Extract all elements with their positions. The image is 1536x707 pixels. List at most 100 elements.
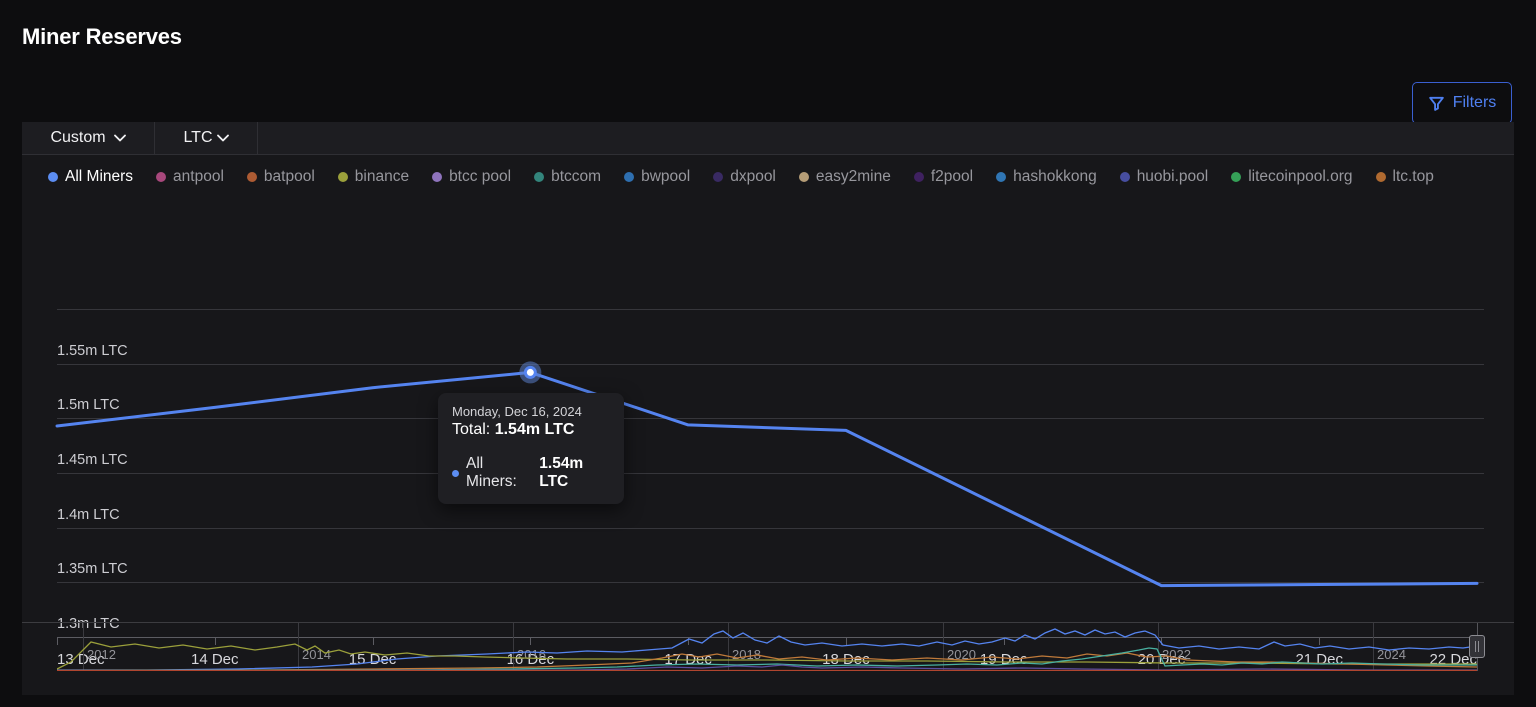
legend-item-bwpool[interactable]: bwpool — [624, 168, 690, 186]
legend-color-dot — [913, 171, 924, 182]
navigator-year-gridline — [83, 623, 84, 671]
y-gridline — [57, 309, 1484, 310]
y-axis-label: 1.45m LTC — [57, 452, 128, 468]
legend-color-dot — [48, 171, 58, 182]
navigator-year-label: 2024 — [1377, 647, 1406, 662]
legend-color-dot — [1231, 171, 1242, 182]
x-axis-tick — [57, 637, 58, 645]
legend-item-label: hashokkong — [1013, 167, 1097, 185]
legend-item-dxpool[interactable]: dxpool — [713, 168, 776, 186]
y-gridline — [57, 363, 1484, 365]
asset-value: LTC — [183, 129, 213, 146]
legend-item-label: btccom — [551, 167, 602, 185]
legend-item-btccom[interactable]: btccom — [534, 168, 601, 186]
tooltip-series-label: All Miners: — [466, 455, 517, 490]
x-axis-tick — [1003, 637, 1005, 645]
legend-item-antpool[interactable]: antpool — [156, 168, 224, 186]
miner-reserves-line-series — [55, 361, 1479, 588]
navigator-year-label: 2012 — [87, 647, 116, 662]
legend-item-label: f2pool — [930, 167, 974, 185]
main-chart[interactable]: Monday, Dec 16, 2024 Total: 1.54m LTC Al… — [22, 198, 1514, 668]
legend-item-litecoinpool-org[interactable]: litecoinpool.org — [1231, 167, 1353, 186]
navigator-year-gridline — [513, 623, 514, 671]
y-gridline — [57, 582, 1484, 584]
legend-color-dot — [1119, 171, 1130, 182]
y-gridline — [57, 418, 1484, 420]
legend-item-label: easy2mine — [815, 167, 891, 185]
x-axis-label: 18 Dec — [822, 651, 870, 668]
filters-button-label: Filters — [1452, 94, 1497, 111]
tooltip-series-row: All Miners: 1.54m LTC — [452, 455, 610, 491]
tooltip-total: Total: 1.54m LTC — [452, 421, 575, 438]
legend-item-label: batpool — [263, 167, 315, 185]
legend-color-dot — [156, 171, 167, 182]
y-axis-label: 1.4m LTC — [57, 506, 120, 523]
chart-panel: Custom LTC All Miners antpool batpool binan… — [22, 122, 1514, 695]
x-axis-tick — [214, 637, 216, 645]
y-axis-label: 1.3m LTC — [57, 616, 120, 632]
chart-toolbar: Custom LTC — [22, 122, 1514, 155]
y-axis-label: 1.35m LTC — [57, 561, 128, 578]
legend-item-label: All Miners — [65, 167, 134, 185]
hovered-point-marker — [526, 368, 534, 376]
legend-item-all-miners[interactable]: All Miners — [48, 168, 133, 186]
asset-dropdown[interactable]: LTC — [155, 122, 258, 154]
y-gridline — [57, 473, 1484, 474]
x-axis-tick — [1319, 637, 1321, 645]
legend-item-label: binance — [354, 167, 410, 185]
x-axis-tick — [372, 637, 374, 645]
x-axis-line — [57, 637, 1484, 638]
date-range-value: Custom — [50, 129, 106, 146]
legend-item-label: bwpool — [641, 167, 691, 185]
series-legend: All Miners antpool batpool binance btcc pool… — [22, 155, 1514, 198]
x-axis-label: 14 Dec — [191, 651, 239, 668]
legend-item-label: dxpool — [730, 167, 776, 185]
legend-item-label: litecoinpool.org — [1248, 167, 1353, 185]
navigator-series — [57, 623, 1477, 671]
legend-color-dot — [534, 171, 545, 182]
legend-item-label: antpool — [173, 167, 224, 185]
chevron-down-icon — [216, 134, 229, 142]
legend-item-huobi-pool[interactable]: huobi.pool — [1119, 167, 1209, 186]
legend-item-hashokkong[interactable]: hashokkong — [996, 168, 1097, 186]
legend-item-easy2mine[interactable]: easy2mine — [798, 167, 891, 186]
navigator-handle-icon[interactable] — [1469, 635, 1485, 658]
legend-color-dot — [1375, 171, 1386, 182]
chart-tooltip: Monday, Dec 16, 2024 Total: 1.54m LTC Al… — [438, 393, 624, 504]
legend-color-dot — [713, 171, 724, 182]
navigator-year-gridline — [298, 623, 299, 671]
legend-item-label: ltc.top — [1392, 167, 1434, 185]
legend-item-label: huobi.pool — [1136, 167, 1209, 185]
legend-item-batpool[interactable]: batpool — [246, 167, 315, 186]
legend-color-dot — [337, 171, 348, 182]
navigator-year-label: 2014 — [302, 647, 331, 662]
series-marker-dot — [452, 469, 459, 477]
chevron-down-icon — [113, 134, 126, 142]
legend-item-label: btcc pool — [449, 167, 512, 185]
legend-item-binance[interactable]: binance — [337, 167, 410, 186]
funnel-icon — [1428, 96, 1444, 111]
x-axis-tick — [530, 637, 532, 645]
legend-color-dot — [624, 171, 635, 182]
navigator-year-label: 2022 — [1162, 647, 1191, 662]
tooltip-series-value: 1.54m LTC — [539, 455, 584, 490]
timeline-navigator[interactable]: 2012 2014 2016 2018 2020 2022 2024 — [22, 622, 1514, 671]
legend-item-ltc-top[interactable]: ltc.top — [1375, 167, 1434, 186]
x-axis-tick — [688, 637, 690, 645]
legend-item-f2pool[interactable]: f2pool — [913, 167, 974, 186]
legend-item-btcc-pool[interactable]: btcc pool — [432, 168, 511, 186]
y-axis-label: 1.5m LTC — [57, 397, 120, 414]
navigator-year-label: 2020 — [947, 647, 976, 662]
navigator-year-gridline — [1373, 623, 1374, 671]
date-range-dropdown[interactable]: Custom — [22, 122, 155, 154]
x-axis-tick — [1161, 637, 1163, 645]
legend-color-dot — [996, 171, 1007, 182]
filters-button[interactable]: Filters — [1412, 82, 1512, 124]
tooltip-date: Monday, Dec 16, 2024 — [452, 404, 582, 419]
legend-color-dot — [432, 171, 443, 182]
navigator-year-gridline — [1158, 623, 1159, 671]
navigator-year-gridline — [728, 623, 729, 671]
navigator-year-gridline — [943, 623, 944, 671]
x-axis-tick — [845, 637, 847, 645]
page-title: Miner Reserves — [22, 24, 182, 49]
